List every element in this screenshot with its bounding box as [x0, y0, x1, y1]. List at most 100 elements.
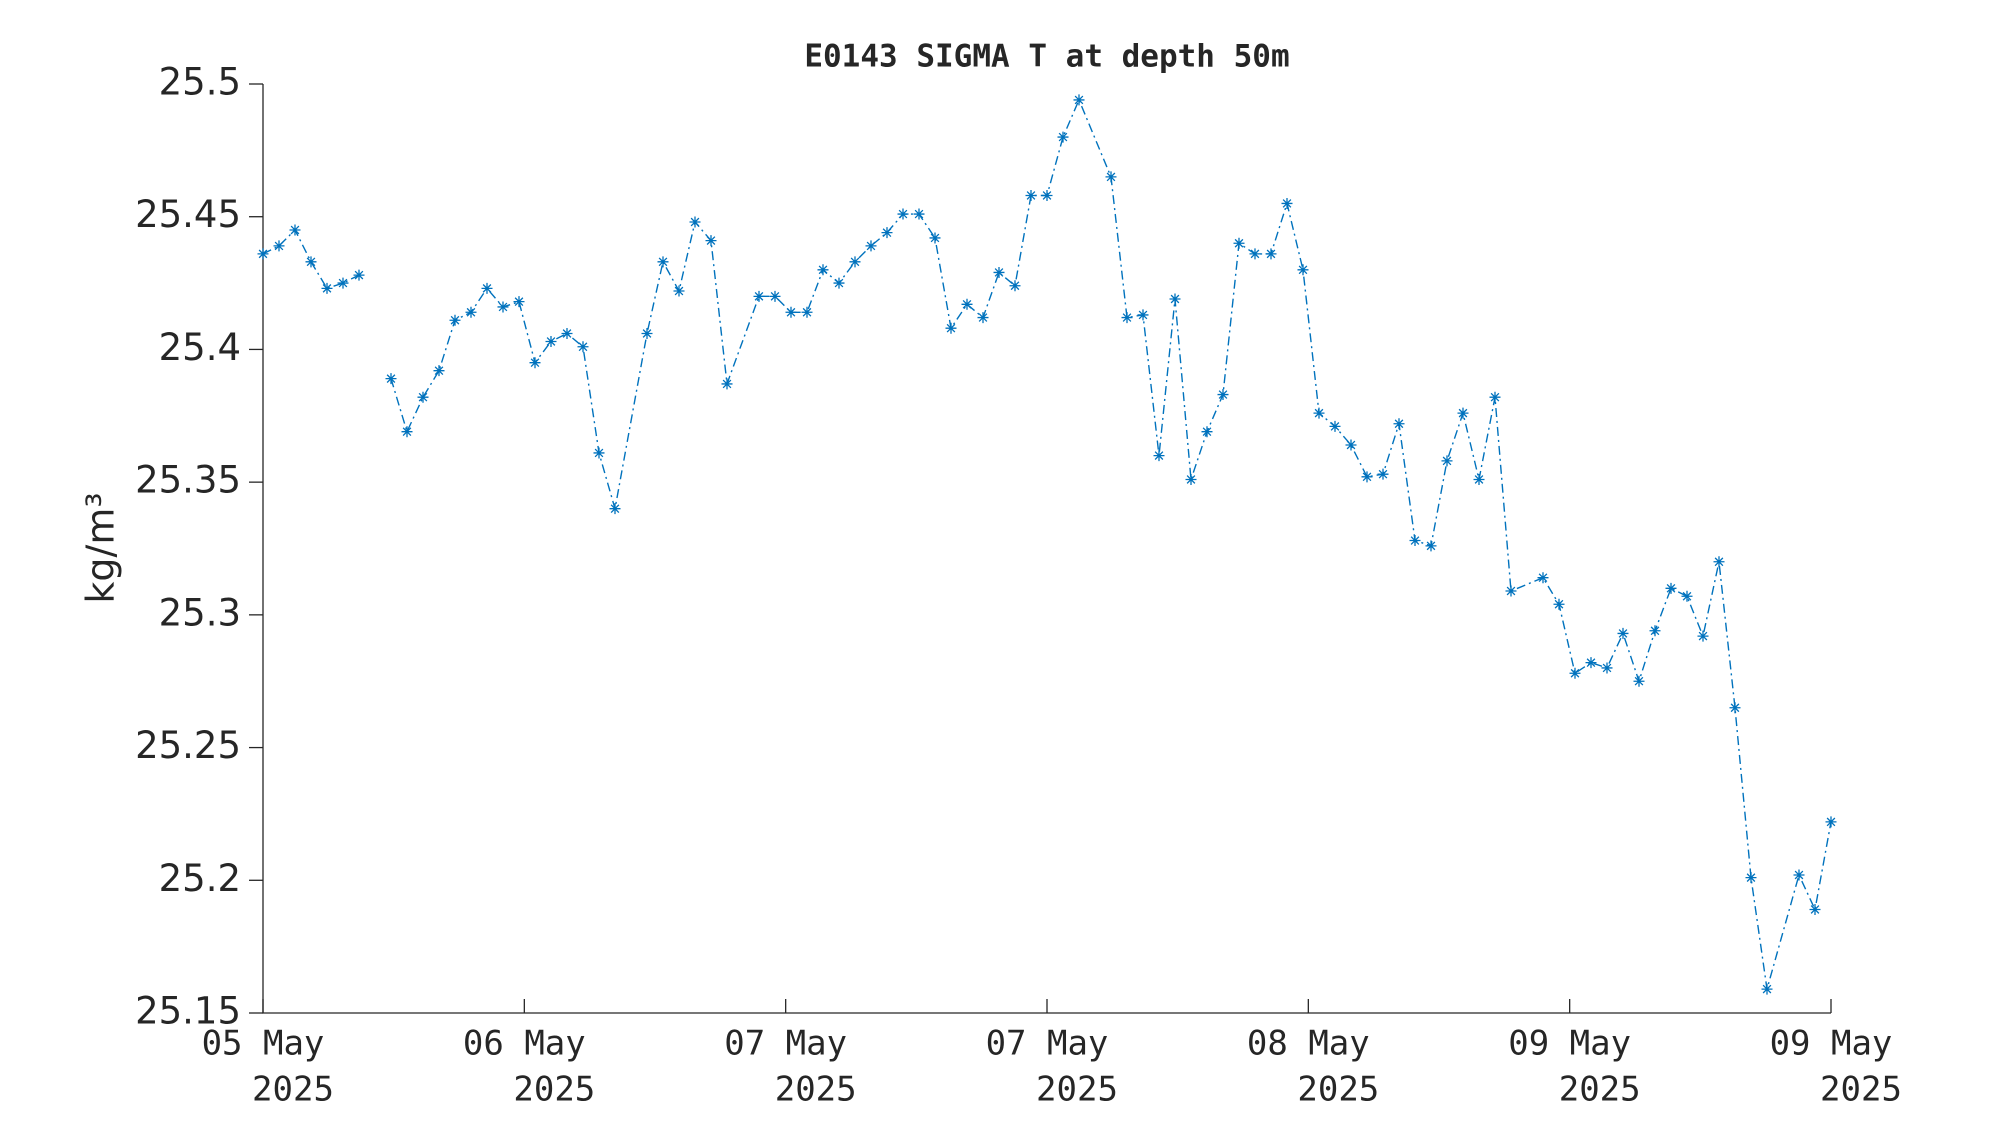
marker: [529, 357, 541, 369]
y-tick-label: 25.3: [159, 591, 241, 634]
marker: [881, 227, 893, 239]
y-tick-label: 25.4: [159, 326, 241, 369]
marker: [1553, 598, 1565, 610]
marker: [1345, 439, 1357, 451]
marker: [1505, 585, 1517, 597]
marker: [561, 328, 573, 340]
marker: [1057, 131, 1069, 143]
marker: [321, 282, 333, 294]
chart-title: E0143 SIGMA T at depth 50m: [804, 39, 1289, 75]
marker: [1793, 869, 1805, 881]
marker: [1041, 189, 1053, 201]
marker: [1265, 248, 1277, 260]
marker: [1169, 293, 1181, 305]
marker: [769, 290, 781, 302]
marker: [689, 216, 701, 228]
marker: [1745, 872, 1757, 884]
marker: [1665, 582, 1677, 594]
marker: [465, 306, 477, 318]
marker: [913, 208, 925, 220]
x-tick-label: 2025: [1559, 1070, 1641, 1110]
marker: [385, 373, 397, 385]
x-tick-label: 07 May: [724, 1024, 847, 1064]
marker: [1153, 450, 1165, 462]
y-tick-label: 25.15: [135, 990, 241, 1033]
marker: [657, 256, 669, 268]
marker: [1105, 171, 1117, 183]
marker: [577, 341, 589, 353]
marker: [1441, 455, 1453, 467]
marker: [497, 301, 509, 313]
marker: [337, 277, 349, 289]
marker: [705, 235, 717, 247]
marker: [1137, 309, 1149, 321]
marker: [1633, 675, 1645, 687]
marker: [1409, 535, 1421, 547]
x-tick-label: 07 May: [986, 1024, 1109, 1064]
marker: [1217, 389, 1229, 401]
marker: [305, 256, 317, 268]
marker: [513, 296, 525, 308]
marker: [353, 269, 365, 281]
x-tick-label: 08 May: [1247, 1024, 1370, 1064]
marker: [801, 306, 813, 318]
marker: [1473, 473, 1485, 485]
marker: [753, 290, 765, 302]
marker: [673, 285, 685, 297]
x-tick-label: 09 May: [1508, 1024, 1631, 1064]
marker: [401, 426, 413, 438]
marker: [1425, 540, 1437, 552]
marker: [1617, 627, 1629, 639]
axes: [262, 84, 1831, 1014]
marker: [1233, 237, 1245, 249]
marker: [1201, 426, 1213, 438]
marker: [817, 264, 829, 276]
marker: [1729, 702, 1741, 714]
x-tick-label: 2025: [1297, 1070, 1379, 1110]
marker: [1761, 983, 1773, 995]
marker: [1009, 280, 1021, 292]
marker: [609, 503, 621, 515]
marker: [1377, 468, 1389, 480]
marker: [1329, 420, 1341, 432]
marker: [1825, 816, 1837, 828]
x-tick-label: 05 May: [202, 1024, 325, 1064]
marker: [785, 306, 797, 318]
marker: [641, 328, 653, 340]
marker: [1697, 630, 1709, 642]
marker: [433, 365, 445, 377]
marker: [721, 378, 733, 390]
y-tick-label: 25.2: [159, 857, 241, 900]
marker: [545, 335, 557, 347]
marker: [961, 298, 973, 310]
marker: [1585, 657, 1597, 669]
y-tick-label: 25.5: [159, 61, 241, 104]
marker: [1121, 312, 1133, 324]
marker: [833, 277, 845, 289]
marker: [449, 314, 461, 326]
marker: [289, 224, 301, 236]
marker: [1713, 556, 1725, 568]
marker: [897, 208, 909, 220]
marker: [1249, 248, 1261, 260]
y-tick-label: 25.35: [135, 459, 241, 502]
marker: [1297, 264, 1309, 276]
marker: [1681, 590, 1693, 602]
marker: [1457, 407, 1469, 419]
x-tick-label: 2025: [513, 1070, 595, 1110]
marker: [1649, 625, 1661, 637]
x-tick-label: 2025: [775, 1070, 857, 1110]
line: [262, 98, 1832, 990]
marker: [1569, 667, 1581, 679]
y-tick-label: 25.25: [135, 724, 241, 767]
x-tick-label: 2025: [252, 1070, 334, 1110]
marker: [1361, 471, 1373, 483]
x-tick-label: 2025: [1820, 1070, 1902, 1110]
y-tick-label: 25.45: [135, 193, 241, 236]
marker: [1489, 391, 1501, 403]
marker: [929, 232, 941, 244]
marker: [1073, 94, 1085, 106]
marker: [849, 256, 861, 268]
marker: [273, 240, 285, 252]
